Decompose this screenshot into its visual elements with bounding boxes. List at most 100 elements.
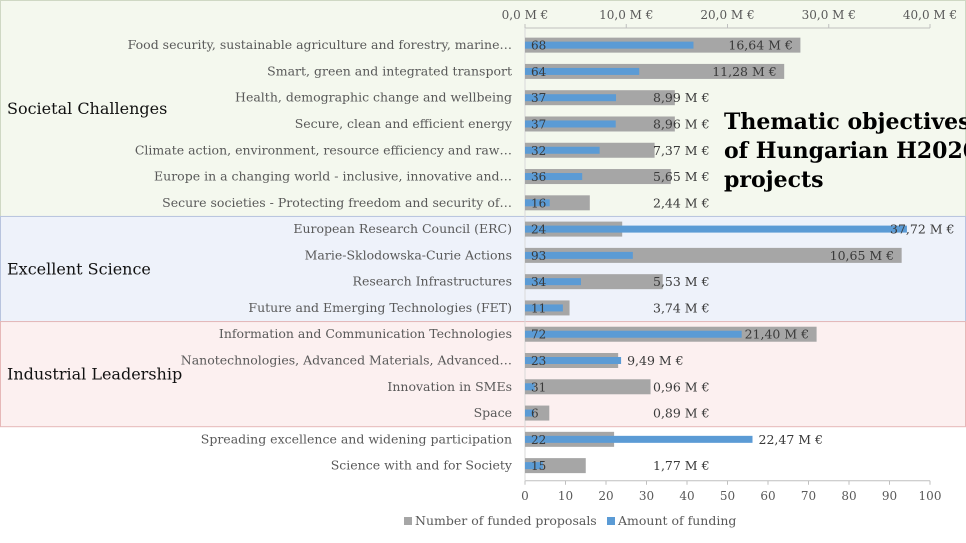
proposals-data-label: 6 bbox=[531, 407, 539, 421]
bars bbox=[525, 37, 907, 474]
proposals-data-label: 22 bbox=[531, 433, 546, 447]
legend: Number of funded proposals Amount of fund… bbox=[404, 513, 736, 528]
proposals-bar bbox=[525, 405, 550, 421]
proposals-bar bbox=[525, 274, 663, 290]
funding-bar bbox=[525, 409, 535, 417]
funding-bar bbox=[525, 357, 622, 364]
funding-data-label: 11,28 M € bbox=[712, 64, 776, 79]
proposals-bar bbox=[525, 247, 902, 263]
proposals-bar bbox=[525, 458, 586, 474]
bottom-tick-label: 90 bbox=[882, 489, 897, 503]
proposals-data-label: 16 bbox=[531, 196, 546, 210]
category-label: Food security, sustainable agriculture a… bbox=[128, 37, 512, 52]
category-label: Innovation in SMEs bbox=[387, 379, 512, 394]
bottom-tick-label: 10 bbox=[558, 489, 573, 503]
bar-labels: 68 16,64 M € 64 11,28 M € 37 8,99 M € 37 8,96 M… bbox=[531, 38, 954, 473]
funding-bar bbox=[525, 199, 550, 207]
proposals-bar bbox=[525, 379, 651, 395]
category-label: Information and Communication Technologi… bbox=[219, 326, 512, 341]
proposals-bar bbox=[525, 195, 590, 211]
category-label: Climate action, environment, resource ef… bbox=[135, 142, 512, 157]
category-label: Future and Emerging Technologies (FET) bbox=[248, 300, 512, 315]
funding-bar bbox=[525, 146, 600, 154]
group-label: Societal Challenges bbox=[7, 99, 167, 118]
proposals-data-label: 37 bbox=[531, 117, 546, 131]
category-label: Nanotechnologies, Advanced Materials, Ad… bbox=[181, 353, 512, 368]
top-tick-label: 0,0 M € bbox=[502, 8, 549, 22]
proposals-bar bbox=[525, 169, 671, 185]
funding-data-label: 7,37 M € bbox=[653, 143, 710, 158]
category-label: Europe in a changing world - inclusive, … bbox=[154, 169, 512, 184]
category-label: Science with and for Society bbox=[331, 458, 513, 473]
funding-bar bbox=[525, 41, 694, 49]
funding-data-label: 10,65 M € bbox=[830, 248, 894, 263]
top-tick-label: 40,0 M € bbox=[903, 8, 957, 22]
funding-bar bbox=[525, 225, 907, 233]
funding-data-label: 2,44 M € bbox=[653, 195, 710, 210]
funding-bar bbox=[525, 173, 583, 181]
bottom-tick-label: 40 bbox=[679, 489, 694, 503]
bottom-tick-label: 30 bbox=[639, 489, 654, 503]
proposals-data-label: 31 bbox=[531, 380, 546, 394]
proposals-data-label: 11 bbox=[531, 301, 546, 315]
funding-data-label: 22,47 M € bbox=[759, 432, 823, 447]
funding-bar bbox=[525, 330, 742, 338]
group-band bbox=[0, 0, 966, 217]
funding-bar bbox=[525, 462, 543, 470]
funding-data-label: 8,99 M € bbox=[653, 90, 710, 105]
chart-title-line: projects bbox=[724, 167, 824, 193]
bottom-tick-label: 60 bbox=[760, 489, 775, 503]
funding-bar bbox=[525, 383, 535, 391]
funding-data-label: 0,89 M € bbox=[653, 406, 710, 421]
proposals-data-label: 93 bbox=[531, 249, 546, 263]
bottom-tick-label: 80 bbox=[841, 489, 856, 503]
top-tick-label: 20,0 M € bbox=[700, 8, 754, 22]
top-tick-label: 30,0 M € bbox=[802, 8, 856, 22]
proposals-data-label: 72 bbox=[531, 328, 546, 342]
funding-data-label: 16,64 M € bbox=[728, 38, 792, 53]
bottom-tick-label: 0 bbox=[521, 489, 529, 503]
funding-data-label: 0,96 M € bbox=[653, 379, 710, 394]
proposals-data-label: 37 bbox=[531, 91, 546, 105]
group-label: Excellent Science bbox=[7, 260, 151, 279]
category-label: Secure, clean and efficient energy bbox=[295, 116, 513, 131]
bottom-tick-label: 50 bbox=[720, 489, 735, 503]
top-axis: 0,0 M € 10,0 M € 20,0 M € 30,0 M € 40,0 M € bbox=[502, 8, 957, 29]
legend-swatch bbox=[404, 517, 412, 525]
funding-bar bbox=[525, 278, 581, 286]
category-labels: Food security, sustainable agriculture a… bbox=[128, 37, 513, 472]
category-label: Space bbox=[474, 405, 512, 420]
funding-data-label: 21,40 M € bbox=[745, 327, 809, 342]
legend-label: Amount of funding bbox=[617, 513, 736, 528]
proposals-data-label: 32 bbox=[531, 144, 546, 158]
funding-data-label: 3,74 M € bbox=[653, 300, 710, 315]
legend-swatch bbox=[607, 517, 615, 525]
chart-title-line: of Hungarian H2020 bbox=[724, 138, 966, 164]
category-label: Spreading excellence and widening partic… bbox=[201, 431, 512, 446]
proposals-data-label: 34 bbox=[531, 275, 547, 289]
category-label: Smart, green and integrated transport bbox=[267, 63, 512, 78]
funding-data-label: 9,49 M € bbox=[627, 353, 684, 368]
category-label: Health, demographic change and wellbeing bbox=[235, 90, 512, 105]
bottom-tick-label: 70 bbox=[801, 489, 816, 503]
bottom-tick-label: 100 bbox=[919, 489, 942, 503]
funding-bar bbox=[525, 304, 563, 312]
proposals-data-label: 24 bbox=[531, 223, 547, 237]
category-label: European Research Council (ERC) bbox=[293, 221, 512, 236]
funding-bar bbox=[525, 251, 633, 259]
proposals-bar bbox=[525, 63, 785, 79]
group-bands: Societal Challenges Excellent Science Indu… bbox=[0, 0, 966, 428]
proposals-data-label: 23 bbox=[531, 354, 546, 368]
group-label: Industrial Leadership bbox=[7, 365, 182, 384]
funding-data-label: 5,53 M € bbox=[653, 274, 710, 289]
funding-bar bbox=[525, 94, 617, 102]
top-tick-label: 10,0 M € bbox=[599, 8, 653, 22]
funding-data-label: 8,96 M € bbox=[653, 116, 710, 131]
category-label: Research Infrastructures bbox=[353, 274, 512, 289]
category-label: Secure societies - Protecting freedom an… bbox=[162, 195, 512, 210]
chart-title: Thematic objectives of Hungarian H2020 pro… bbox=[724, 109, 966, 193]
category-label: Marie-Sklodowska-Curie Actions bbox=[305, 247, 512, 262]
funding-data-label: 1,77 M € bbox=[653, 458, 710, 473]
proposals-data-label: 64 bbox=[531, 65, 547, 79]
